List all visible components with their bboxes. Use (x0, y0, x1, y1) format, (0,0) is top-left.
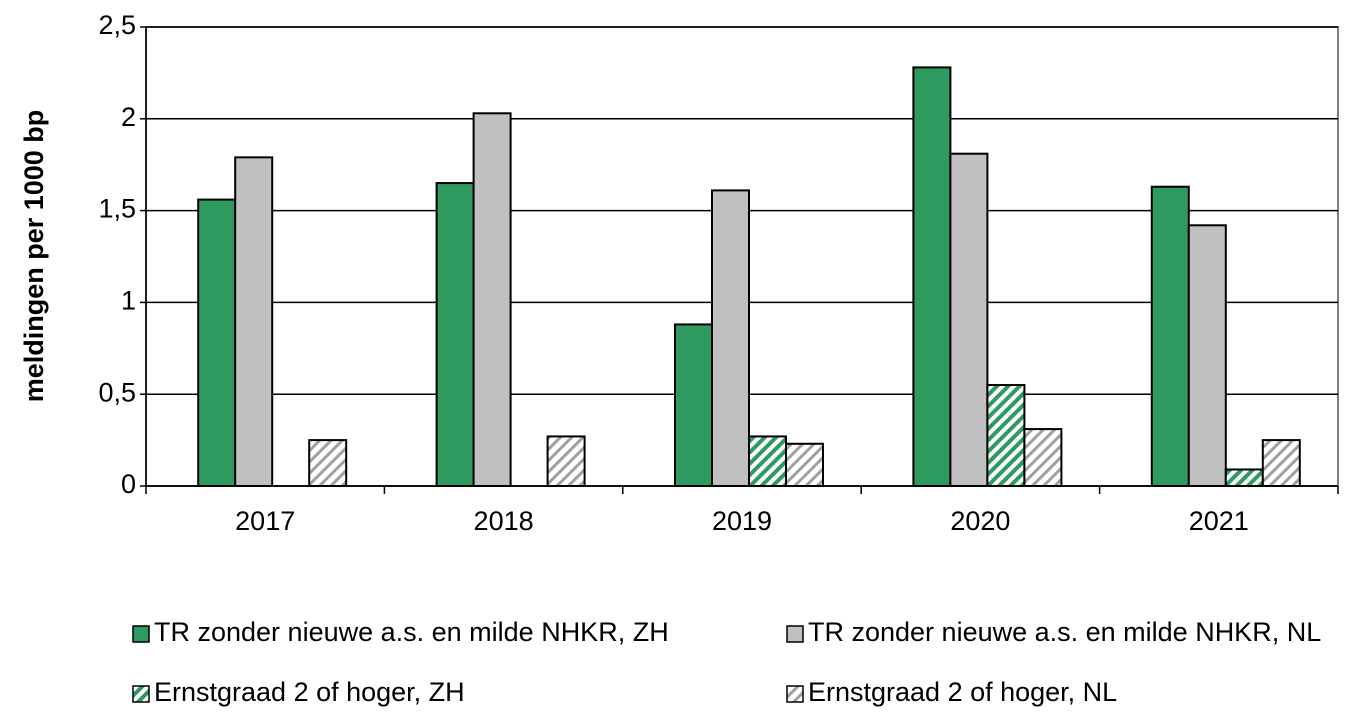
x-tick-label: 2018 (474, 506, 534, 536)
bar (234, 156, 274, 488)
y-tick-label: 1,5 (98, 194, 136, 224)
bar (674, 323, 713, 487)
bar (986, 384, 1026, 487)
bar (472, 112, 512, 488)
bar (1224, 468, 1264, 488)
legend-label: TR zonder nieuwe a.s. en milde NHKR, NL (808, 617, 1321, 647)
y-tick-label: 1 (121, 286, 136, 316)
x-tick-label: 2019 (712, 506, 772, 536)
bar (785, 442, 824, 488)
bar (1187, 224, 1227, 487)
y-tick-label: 0,5 (98, 377, 136, 407)
legend-swatch (786, 625, 804, 643)
y-tick-label: 0 (121, 469, 136, 499)
x-tick-label: 2020 (950, 506, 1010, 536)
bar (1150, 185, 1190, 487)
bar (912, 66, 952, 487)
bar (308, 439, 348, 488)
bar (1023, 428, 1063, 488)
legend-swatch (132, 685, 150, 703)
bar (435, 182, 475, 487)
bar (197, 198, 237, 487)
legend-swatch (132, 625, 150, 643)
bar (711, 189, 750, 488)
bar (748, 435, 787, 488)
x-tick-label: 2017 (235, 506, 295, 536)
bar (1261, 439, 1301, 488)
legend-swatch (786, 685, 804, 703)
x-tick-label: 2021 (1189, 506, 1249, 536)
legend-label: TR zonder nieuwe a.s. en milde NHKR, ZH (154, 617, 669, 647)
y-axis-label: meldingen per 1000 bp (19, 110, 49, 403)
y-tick-label: 2,5 (98, 10, 136, 40)
bar (546, 435, 586, 488)
bar (949, 152, 989, 488)
legend-label: Ernstgraad 2 of hoger, ZH (154, 677, 465, 707)
y-tick-label: 2 (121, 102, 136, 132)
legend-label: Ernstgraad 2 of hoger, NL (808, 677, 1117, 707)
